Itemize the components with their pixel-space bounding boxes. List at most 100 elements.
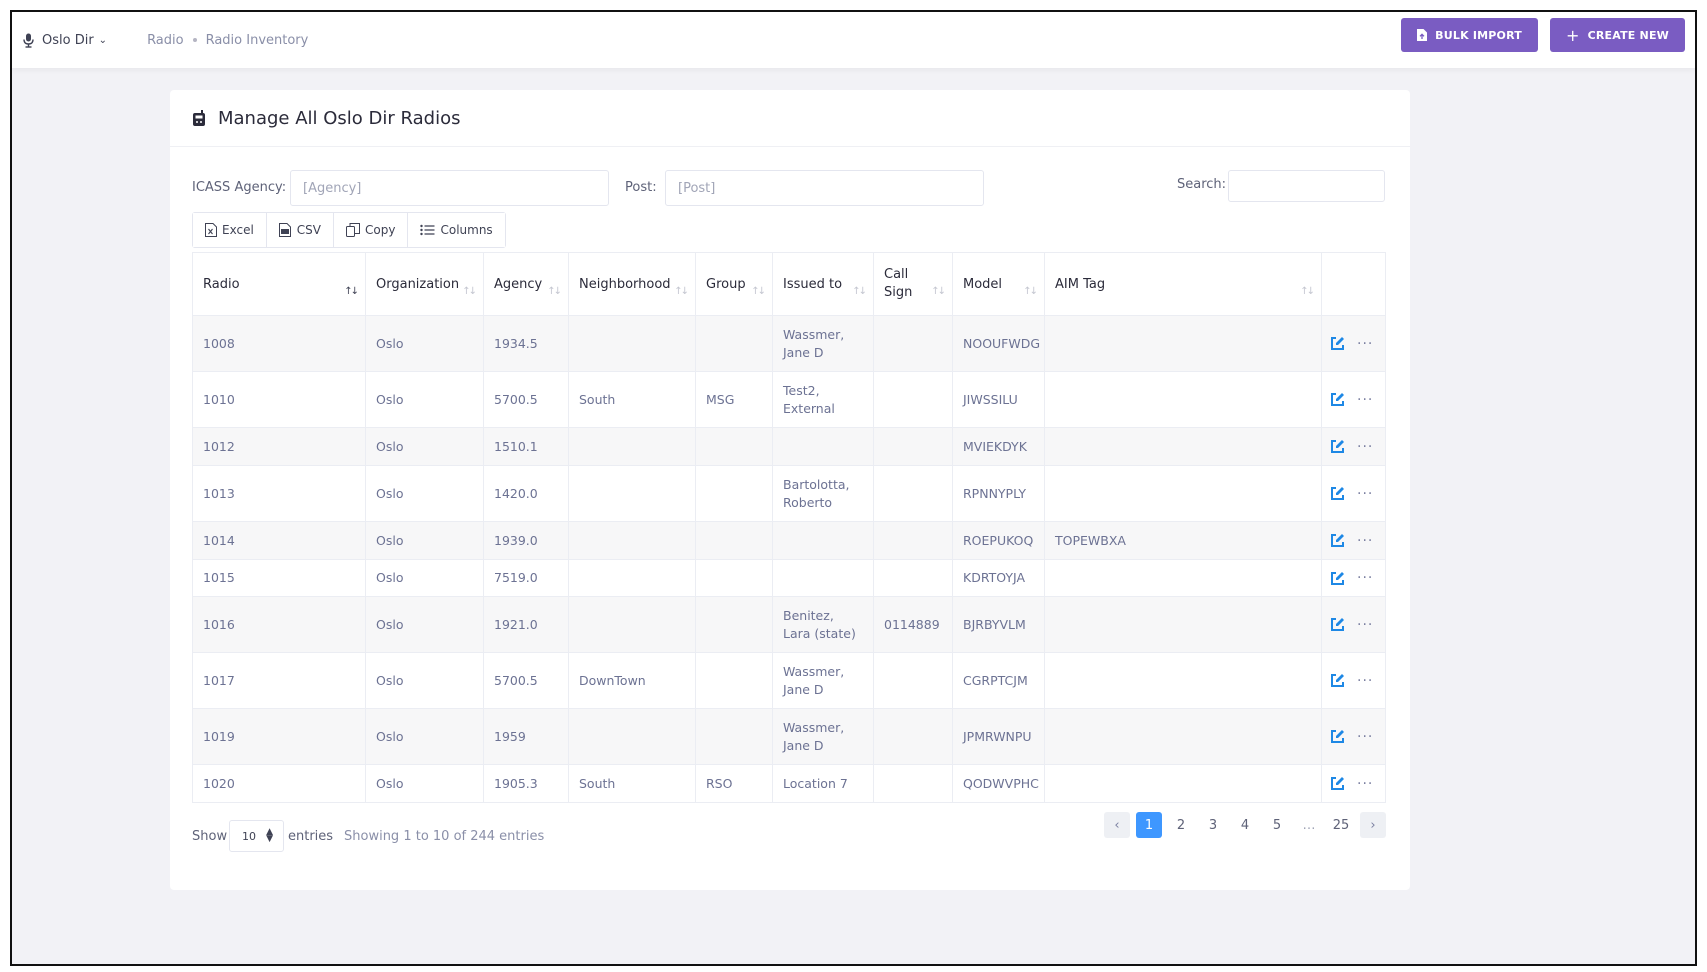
cell-group xyxy=(695,465,773,522)
cell-call-sign xyxy=(873,315,953,372)
edit-icon[interactable] xyxy=(1330,533,1345,548)
cell-model: JPMRWNPU xyxy=(952,708,1045,765)
column-header-aim-tag[interactable]: AIM Tag ↑↓ xyxy=(1044,252,1322,316)
more-options-icon[interactable]: ··· xyxy=(1357,391,1374,408)
edit-icon[interactable] xyxy=(1330,336,1345,351)
cell-call-sign: 0114889 xyxy=(873,596,953,653)
cell-radio: 1010 xyxy=(192,371,366,428)
more-options-icon[interactable]: ··· xyxy=(1357,616,1374,633)
copy-button[interactable]: Copy xyxy=(334,213,409,247)
table-row[interactable]: 1013 Oslo 1420.0 Bartolotta, Roberto RPN… xyxy=(192,465,1386,522)
edit-icon[interactable] xyxy=(1330,571,1345,586)
cell-agency: 1510.1 xyxy=(483,427,569,466)
column-header-call-sign[interactable]: Call Sign ↑↓ xyxy=(873,252,953,316)
sort-icon: ↑↓ xyxy=(344,286,359,297)
page-button-5[interactable]: 5 xyxy=(1272,817,1282,833)
more-options-icon[interactable]: ··· xyxy=(1357,775,1374,792)
column-header-organization[interactable]: Organization ↑↓ xyxy=(365,252,484,316)
next-page-button[interactable]: › xyxy=(1360,812,1386,838)
cell-issued-to: Wassmer, Jane D xyxy=(772,708,874,765)
filters-bar: ICASS Agency: Post: Search: xyxy=(192,170,1386,206)
page-button-1[interactable]: 1 xyxy=(1136,812,1162,838)
column-header-model[interactable]: Model ↑↓ xyxy=(952,252,1045,316)
column-header-label: Issued to xyxy=(783,276,843,292)
cell-radio: 1020 xyxy=(192,764,366,803)
column-header-label: AIM Tag xyxy=(1055,276,1106,292)
cell-group: RSO xyxy=(695,764,773,803)
table-row[interactable]: 1008 Oslo 1934.5 Wassmer, Jane D NOOUFWD… xyxy=(192,315,1386,372)
edit-icon[interactable] xyxy=(1330,617,1345,632)
breadcrumb-radio[interactable]: Radio xyxy=(147,32,184,48)
column-header-agency[interactable]: Agency ↑↓ xyxy=(483,252,569,316)
excel-label: Excel xyxy=(222,223,254,237)
cell-group xyxy=(695,708,773,765)
page-button-4[interactable]: 4 xyxy=(1240,817,1250,833)
cell-agency: 5700.5 xyxy=(483,371,569,428)
create-new-button[interactable]: + CREATE NEW xyxy=(1549,18,1685,52)
breadcrumb-radio-inventory[interactable]: Radio Inventory xyxy=(205,32,309,48)
column-header-radio[interactable]: Radio ↑↓ xyxy=(192,252,366,316)
agency-input[interactable] xyxy=(290,170,609,206)
edit-icon[interactable] xyxy=(1330,776,1345,791)
table-row[interactable]: 1019 Oslo 1959 Wassmer, Jane D JPMRWNPU … xyxy=(192,708,1386,765)
cell-aim-tag xyxy=(1044,652,1322,709)
cell-neighborhood xyxy=(568,596,696,653)
more-options-icon[interactable]: ··· xyxy=(1357,672,1374,689)
site-switcher[interactable]: Oslo Dir ⌄ xyxy=(22,33,107,48)
table-row[interactable]: 1016 Oslo 1921.0 Benitez, Lara (state) 0… xyxy=(192,596,1386,653)
previous-page-button[interactable]: ‹ xyxy=(1104,812,1130,838)
entries-label: entries xyxy=(288,829,334,844)
more-options-icon[interactable]: ··· xyxy=(1357,728,1374,745)
edit-icon[interactable] xyxy=(1330,729,1345,744)
card-header: Manage All Oslo Dir Radios xyxy=(170,90,1410,147)
column-header-group[interactable]: Group ↑↓ xyxy=(695,252,773,316)
column-header-label: Radio xyxy=(203,276,240,292)
post-input[interactable] xyxy=(665,170,984,206)
csv-button[interactable]: CSV xyxy=(266,213,335,247)
page-button-2[interactable]: 2 xyxy=(1176,817,1186,833)
cell-actions: ··· xyxy=(1321,315,1386,372)
chevron-down-icon: ⌄ xyxy=(98,34,108,46)
edit-icon[interactable] xyxy=(1330,486,1345,501)
bulk-import-button[interactable]: BULK IMPORT xyxy=(1401,18,1538,52)
cell-organization: Oslo xyxy=(365,596,484,653)
edit-icon[interactable] xyxy=(1330,673,1345,688)
more-options-icon[interactable]: ··· xyxy=(1357,485,1374,502)
sort-icon: ↑↓ xyxy=(1300,286,1315,297)
table-row[interactable]: 1014 Oslo 1939.0 ROEPUKOQ TOPEWBXA ··· xyxy=(192,521,1386,560)
cell-actions: ··· xyxy=(1321,465,1386,522)
app-frame: Oslo Dir ⌄ Radio Radio Inventory BULK IM… xyxy=(10,10,1697,966)
cell-group xyxy=(695,521,773,560)
search-input[interactable] xyxy=(1228,170,1385,202)
more-options-icon[interactable]: ··· xyxy=(1357,335,1374,352)
excel-button[interactable]: Excel xyxy=(193,213,267,247)
page-button-3[interactable]: 3 xyxy=(1208,817,1218,833)
page-title: Manage All Oslo Dir Radios xyxy=(218,107,461,129)
edit-icon[interactable] xyxy=(1330,439,1345,454)
cell-group: MSG xyxy=(695,371,773,428)
cell-aim-tag xyxy=(1044,427,1322,466)
cell-issued-to xyxy=(772,559,874,597)
table-row[interactable]: 1012 Oslo 1510.1 MVIEKDYK ··· xyxy=(192,427,1386,466)
more-options-icon[interactable]: ··· xyxy=(1357,570,1374,587)
cell-agency: 1921.0 xyxy=(483,596,569,653)
edit-icon[interactable] xyxy=(1330,392,1345,407)
microphone-icon xyxy=(23,33,34,48)
cell-radio: 1016 xyxy=(192,596,366,653)
table-row[interactable]: 1017 Oslo 5700.5 DownTown Wassmer, Jane … xyxy=(192,652,1386,709)
cell-actions: ··· xyxy=(1321,559,1386,597)
table-row[interactable]: 1010 Oslo 5700.5 South MSG Test2, Extern… xyxy=(192,371,1386,428)
search-label: Search: xyxy=(1177,177,1227,192)
cell-agency: 1939.0 xyxy=(483,521,569,560)
table-row[interactable]: 1020 Oslo 1905.3 South RSO Location 7 QO… xyxy=(192,764,1386,803)
columns-button[interactable]: Columns xyxy=(408,213,505,247)
cell-radio: 1015 xyxy=(192,559,366,597)
page-button-25[interactable]: 25 xyxy=(1332,817,1350,833)
column-header-issued-to[interactable]: Issued to ↑↓ xyxy=(772,252,874,316)
table-row[interactable]: 1015 Oslo 7519.0 KDRTOYJA ··· xyxy=(192,559,1386,597)
more-options-icon[interactable]: ··· xyxy=(1357,438,1374,455)
column-header-actions xyxy=(1321,252,1386,316)
more-options-icon[interactable]: ··· xyxy=(1357,532,1374,549)
page-length-select[interactable]: 10 ▲ ▼ xyxy=(229,820,284,852)
column-header-neighborhood[interactable]: Neighborhood ↑↓ xyxy=(568,252,696,316)
